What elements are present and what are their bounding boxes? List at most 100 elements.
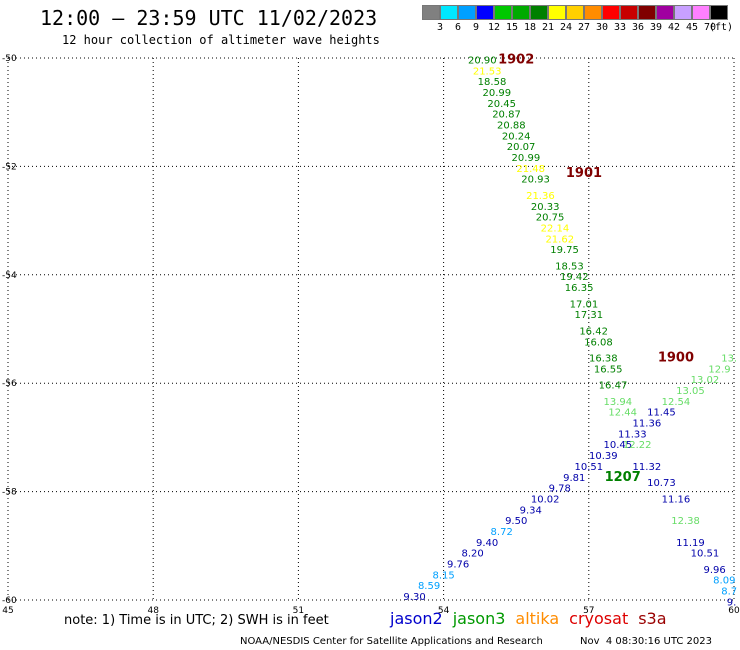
wave-height-label: 16.47 [599, 381, 628, 392]
satellite-jason3: jason3 [452, 609, 506, 628]
x-tick-label: 54 [438, 606, 450, 616]
y-tick-label: -52 [2, 162, 17, 172]
legend-label: 3 [436, 22, 444, 33]
x-tick-label: 51 [293, 606, 304, 616]
legend-label: 33 [613, 22, 627, 33]
legend-label: 70 [703, 22, 717, 33]
legend-swatch [476, 5, 494, 20]
y-tick-label: -58 [2, 488, 17, 498]
wave-height-label: 20.87 [492, 110, 521, 121]
time-label: 1207 [605, 470, 641, 485]
wave-height-label: 12.44 [608, 408, 637, 419]
wave-height-label: 9.81 [563, 473, 585, 484]
legend-swatch [692, 5, 710, 20]
satellite-legend: jason2 jason3 altika cryosat s3a [390, 609, 677, 628]
y-tick-label: -56 [2, 379, 17, 389]
color-legend: 3 6 9 12 15 18 21 24 27 30 33 36 39 42 45 70 [422, 5, 732, 35]
wave-height-label: 20.33 [531, 202, 560, 213]
footer-timestamp: Nov 4 08:30:16 UTC 2023 [580, 636, 712, 647]
time-label: 1900 [658, 351, 694, 366]
wave-height-label: 12.22 [623, 440, 652, 451]
legend-label: 12 [487, 22, 501, 33]
wave-height-label: 20.99 [512, 153, 541, 164]
legend-label: 30 [595, 22, 609, 33]
wave-height-label: 8.15 [432, 570, 454, 581]
wave-height-label: 20.99 [483, 88, 512, 99]
legend-swatch [512, 5, 530, 20]
wave-height-label: 10.51 [574, 462, 603, 473]
wave-height-label: 20.24 [502, 131, 531, 142]
wave-height-label: 21.62 [545, 234, 574, 245]
wave-height-label: 16.55 [594, 364, 623, 375]
wave-height-label: 8.72 [491, 527, 513, 538]
time-label: 1901 [566, 166, 602, 181]
wave-height-label: 11.33 [618, 429, 647, 440]
time-label: 1902 [498, 52, 534, 67]
wave-height-label: 8.09 [713, 576, 735, 587]
y-tick-label: -50 [2, 54, 17, 64]
satellite-jason2: jason2 [390, 609, 443, 628]
y-tick-label: -54 [2, 271, 17, 281]
wave-height-label: 17.01 [570, 299, 599, 310]
wave-height-label: 9.34 [520, 505, 542, 516]
legend-label: 18 [523, 22, 537, 33]
footnote-note: note: 1) Time is in UTC; 2) SWH is in fe… [64, 613, 329, 628]
legend-swatch [602, 5, 620, 20]
wave-height-label: 16.42 [579, 326, 608, 337]
x-tick-label: 60 [728, 606, 740, 616]
footer-org: NOAA/NESDIS Center for Satellite Applica… [240, 636, 543, 647]
legend-swatch [710, 5, 728, 20]
legend-swatch [638, 5, 656, 20]
legend-swatch [674, 5, 692, 20]
wave-height-label: 16.08 [584, 337, 613, 348]
wave-height-label: 10.51 [691, 549, 720, 560]
wave-height-label: 18.58 [478, 77, 507, 88]
wave-height-label: 20.90 [468, 55, 497, 66]
wave-height-label: 12.9 [708, 364, 730, 375]
x-tick-label: 48 [147, 606, 159, 616]
wave-height-label: 16.38 [589, 354, 618, 365]
wave-height-label: 21.53 [473, 66, 502, 77]
wave-height-label: 10.45 [604, 440, 633, 451]
satellite-cryosat: cryosat [569, 609, 629, 628]
wave-height-label: 18.53 [555, 261, 584, 272]
wave-height-label: 20.45 [487, 99, 516, 110]
wave-height-label: 8.20 [462, 549, 484, 560]
wave-height-label: 17.31 [574, 310, 603, 321]
wave-height-label: 11.45 [647, 408, 676, 419]
wave-height-label: 8.59 [418, 581, 440, 592]
wave-height-label: 13.02 [691, 375, 720, 386]
wave-height-label: 20.07 [507, 142, 536, 153]
wave-height-label: 20.75 [536, 213, 565, 224]
legend-swatch [566, 5, 584, 20]
wave-height-label: 22.14 [541, 223, 570, 234]
wave-height-label: 19.42 [560, 272, 589, 283]
page-title: 12:00 – 23:59 UTC 11/02/2023 [40, 6, 378, 30]
wave-height-label: 9.76 [447, 559, 469, 570]
wave-height-label: 8.7 [721, 587, 737, 598]
wave-height-label: 9. [727, 597, 737, 608]
wave-height-label: 9.78 [549, 484, 571, 495]
wave-height-label: 11.19 [676, 538, 705, 549]
wave-height-label: 21.48 [516, 164, 545, 175]
legend-unit: (ft) [709, 22, 734, 33]
wave-height-label: 20.88 [497, 120, 526, 131]
wave-height-label: 20.93 [521, 175, 550, 186]
y-tick-label: -60 [2, 596, 17, 606]
legend-label: 21 [541, 22, 555, 33]
wave-height-label: 10.02 [531, 494, 560, 505]
wave-height-label: 13.05 [676, 386, 705, 397]
wave-height-label: 21.36 [526, 191, 555, 202]
wave-height-label: 12.54 [662, 397, 691, 408]
wave-height-label: 10.39 [589, 451, 618, 462]
wave-height-label: 13.94 [604, 397, 633, 408]
page-subtitle: 12 hour collection of altimeter wave hei… [62, 33, 380, 47]
legend-label: 6 [454, 22, 462, 33]
x-tick-label: 57 [583, 606, 594, 616]
wave-height-label: 19.75 [550, 245, 579, 256]
legend-swatch [494, 5, 512, 20]
legend-label: 45 [685, 22, 699, 33]
legend-swatch [458, 5, 476, 20]
legend-label: 15 [505, 22, 519, 33]
